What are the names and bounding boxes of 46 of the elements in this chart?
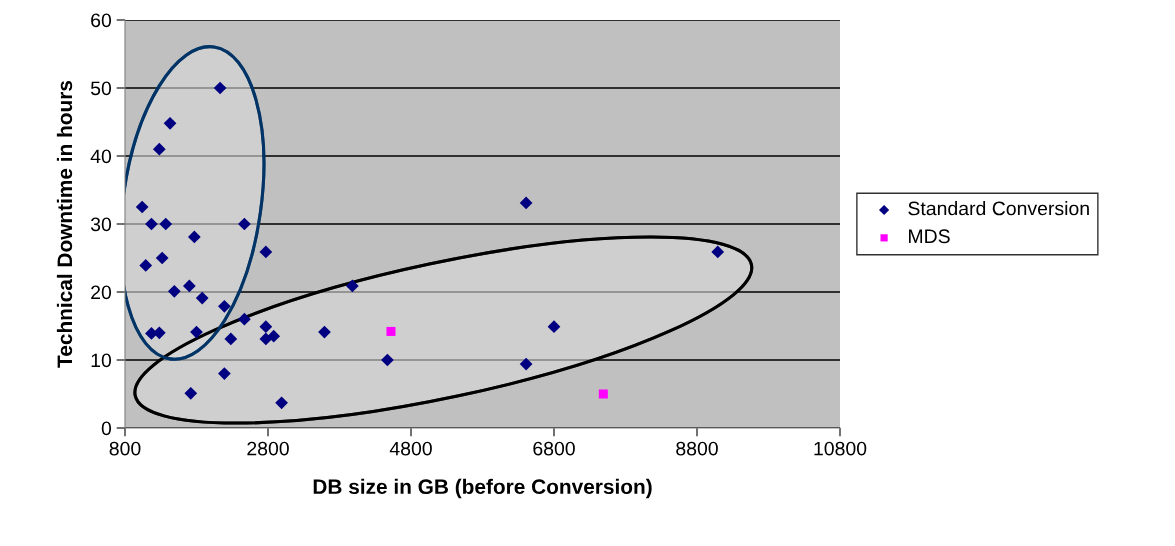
- point: [519, 196, 533, 210]
- x-axis-title: DB size in GB (before Conversion): [313, 478, 652, 499]
- point: [547, 320, 561, 334]
- legend-label: MDS: [909, 229, 950, 244]
- point: [139, 259, 153, 272]
- point: [159, 217, 173, 231]
- point: [195, 291, 209, 305]
- point: [182, 279, 196, 293]
- point: [152, 142, 166, 156]
- legend-label: Standard Conversion: [908, 201, 1089, 216]
- point: [187, 230, 201, 244]
- y-tick-label: 50: [90, 81, 112, 96]
- point: [259, 245, 273, 259]
- point: [598, 389, 608, 399]
- point: [224, 332, 238, 346]
- point: [167, 284, 181, 298]
- y-tick-label: 30: [90, 217, 112, 232]
- point: [259, 320, 273, 334]
- point: [155, 251, 169, 265]
- y-tick-label: 10: [91, 353, 112, 368]
- point: [711, 245, 725, 259]
- point: [135, 200, 149, 214]
- y-tick-label: 40: [90, 149, 112, 164]
- x-tick-label: 4800: [389, 441, 432, 456]
- x-tick-label: 800: [109, 441, 141, 456]
- x-tick-label: 8800: [676, 441, 718, 456]
- point: [213, 81, 227, 95]
- y-tick-label: 20: [91, 285, 112, 300]
- point: [238, 312, 251, 326]
- y-tick-label: 60: [91, 13, 112, 28]
- y-tick-label: 0: [101, 421, 112, 436]
- point: [190, 325, 203, 339]
- point: [386, 326, 396, 336]
- point: [218, 299, 231, 313]
- x-tick-label: 6800: [533, 441, 575, 456]
- x-tick-label: 10800: [814, 441, 867, 456]
- point: [267, 329, 281, 343]
- point: [259, 332, 273, 346]
- y-axis-title: Technical Downtime in hours: [56, 80, 73, 368]
- point: [275, 396, 288, 410]
- point: [163, 117, 177, 130]
- point: [218, 367, 231, 380]
- x-tick-label: 2800: [247, 441, 289, 456]
- point: [184, 386, 198, 400]
- point: [346, 279, 359, 293]
- point: [519, 357, 533, 371]
